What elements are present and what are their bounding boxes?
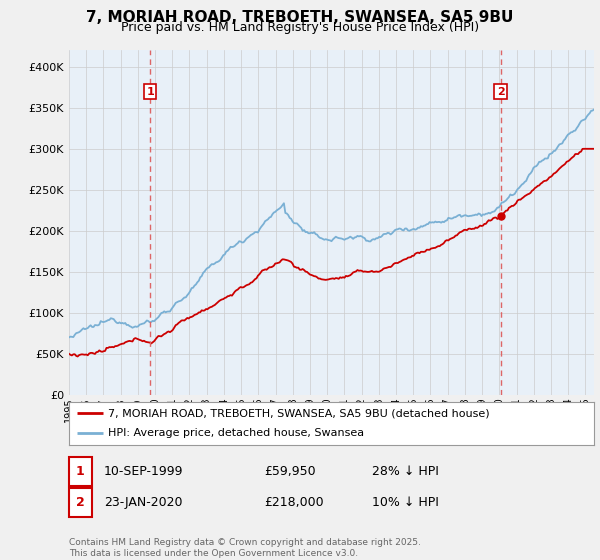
Text: 1: 1 <box>76 465 85 478</box>
Text: 7, MORIAH ROAD, TREBOETH, SWANSEA, SA5 9BU (detached house): 7, MORIAH ROAD, TREBOETH, SWANSEA, SA5 9… <box>109 408 490 418</box>
Text: HPI: Average price, detached house, Swansea: HPI: Average price, detached house, Swan… <box>109 428 365 438</box>
Text: Price paid vs. HM Land Registry's House Price Index (HPI): Price paid vs. HM Land Registry's House … <box>121 21 479 34</box>
Text: 28% ↓ HPI: 28% ↓ HPI <box>372 465 439 478</box>
Text: 10% ↓ HPI: 10% ↓ HPI <box>372 496 439 509</box>
Text: 2: 2 <box>76 496 85 509</box>
Text: £218,000: £218,000 <box>264 496 323 509</box>
Text: 7, MORIAH ROAD, TREBOETH, SWANSEA, SA5 9BU: 7, MORIAH ROAD, TREBOETH, SWANSEA, SA5 9… <box>86 10 514 25</box>
Text: 10-SEP-1999: 10-SEP-1999 <box>104 465 184 478</box>
Text: 2: 2 <box>497 87 505 96</box>
Text: £59,950: £59,950 <box>264 465 316 478</box>
Text: 23-JAN-2020: 23-JAN-2020 <box>104 496 182 509</box>
Text: Contains HM Land Registry data © Crown copyright and database right 2025.
This d: Contains HM Land Registry data © Crown c… <box>69 538 421 558</box>
Text: 1: 1 <box>146 87 154 96</box>
